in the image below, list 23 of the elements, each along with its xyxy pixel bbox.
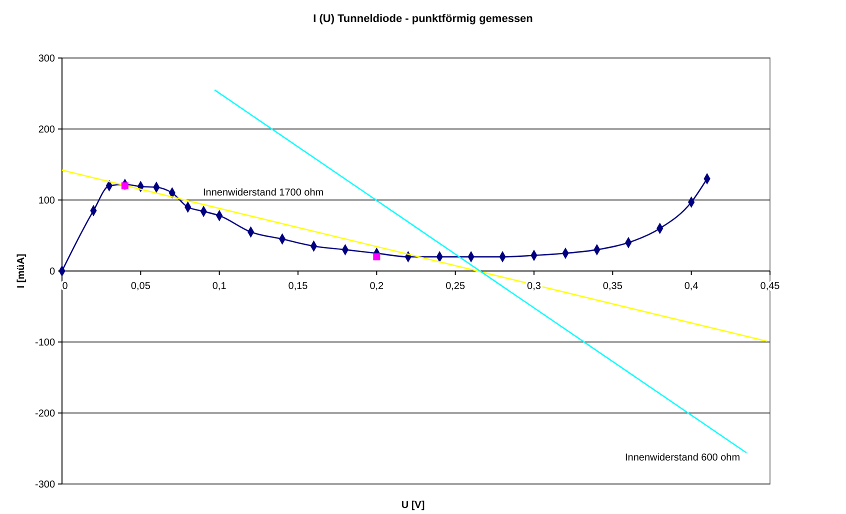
- y-tick-label: -200: [34, 408, 56, 420]
- x-tick-label: 0,15: [288, 281, 308, 292]
- y-tick-label: -300: [34, 480, 56, 490]
- x-tick-label: 0,35: [602, 281, 623, 292]
- x-tick-label: 0,4: [684, 281, 699, 292]
- y-axis-title: I [müA]: [16, 254, 27, 288]
- y-tick-label: 0: [49, 266, 56, 278]
- x-axis-title: U [V]: [401, 500, 425, 511]
- y-tick-label: 100: [38, 196, 56, 206]
- x-tick-label: 0: [62, 281, 68, 292]
- point: [121, 182, 128, 190]
- point: [373, 253, 380, 260]
- x-tick-label: 0,25: [446, 281, 466, 292]
- annotation: Innenwiderstand 600 ohm: [625, 452, 740, 464]
- annotation: Innenwiderstand 1700 ohm: [203, 188, 324, 198]
- x-tick-label: 0,45: [760, 281, 780, 292]
- y-tick-label: 300: [38, 54, 56, 64]
- chart-title: I (U) Tunneldiode - punktförmig gemessen: [313, 13, 534, 25]
- y-tick-label: 200: [38, 124, 56, 136]
- y-tick-label: -100: [34, 338, 56, 348]
- x-tick-label: 0,2: [370, 281, 384, 292]
- x-tick-label: 0,1: [212, 281, 227, 292]
- x-tick-label: 0,05: [130, 281, 151, 292]
